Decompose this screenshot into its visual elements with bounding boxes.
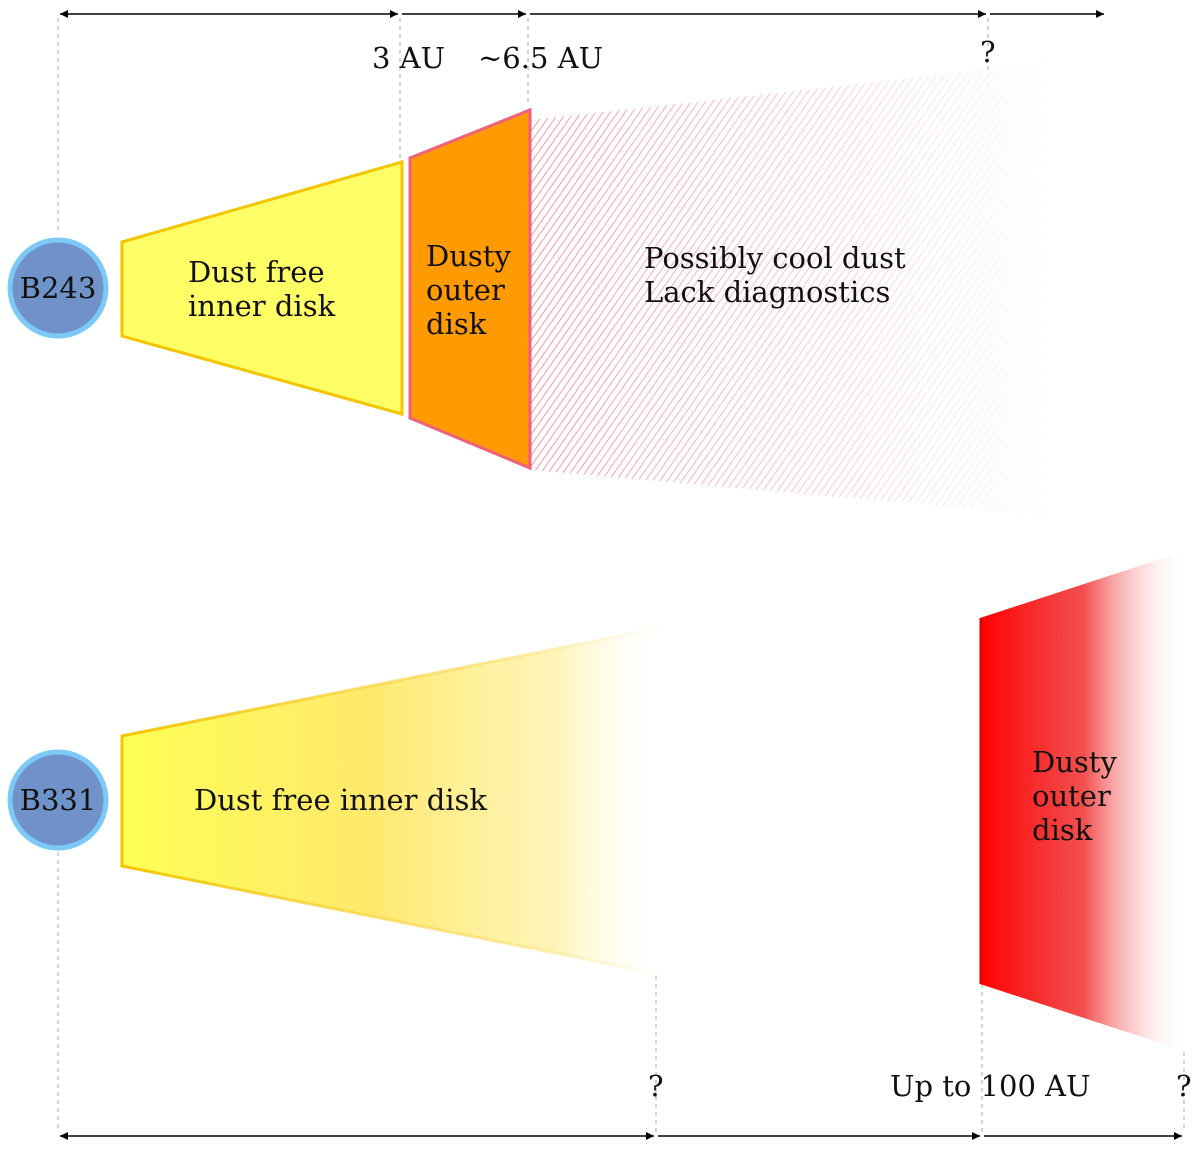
b243-inner-disk-label-line-2: inner disk xyxy=(188,289,336,323)
b243-cool-dust-region xyxy=(530,62,1060,516)
b331-outer-disk-label: Dusty outer disk xyxy=(1032,745,1126,847)
b243-outer-disk-label-line-2: outer xyxy=(426,273,505,307)
b243-inner-disk-label: Dust free inner disk xyxy=(188,255,336,323)
label-100au: Up to 100 AU xyxy=(890,1069,1091,1103)
b243-inner-disk-label-line-1: Dust free xyxy=(188,255,325,289)
label-6_5au: ~6.5 AU xyxy=(478,41,603,75)
b331-star xyxy=(7,749,109,851)
b331-inner-disk-label: Dust free inner disk xyxy=(194,783,487,817)
b331-outer-disk-label-line-1: Dusty xyxy=(1032,745,1117,779)
label-3au: 3 AU xyxy=(372,41,445,75)
b243-cool-dust-label-line-2: Lack diagnostics xyxy=(644,275,890,309)
b331-outer-disk-label-line-3: disk xyxy=(1032,813,1093,847)
b243-star xyxy=(7,237,109,339)
b331-star-label: B331 xyxy=(20,783,97,817)
b243-cool-dust-label-line-1: Possibly cool dust xyxy=(644,241,906,275)
b243-outer-disk-label-line-3: disk xyxy=(426,307,487,341)
label-top-unknown: ? xyxy=(980,35,996,69)
b243-system: B243 Dust free inner disk Dusty outer di… xyxy=(7,62,1060,516)
label-bottom-unknown-1: ? xyxy=(648,1069,664,1103)
b243-star-label: B243 xyxy=(20,271,97,305)
b243-cool-dust-label: Possibly cool dust Lack diagnostics xyxy=(644,241,915,309)
b243-outer-disk xyxy=(408,107,532,471)
b331-outer-disk xyxy=(980,550,1188,1052)
b331-system: B331 Dust free inner disk Dusty outer di… xyxy=(7,550,1188,1052)
b331-outer-disk-label-line-2: outer xyxy=(1032,779,1111,813)
label-bottom-unknown-2: ? xyxy=(1176,1069,1192,1103)
b243-outer-disk-label: Dusty outer disk xyxy=(426,239,520,341)
b243-inner-disk xyxy=(120,160,404,416)
b331-inner-disk xyxy=(120,624,670,978)
b243-outer-disk-label-line-1: Dusty xyxy=(426,239,511,273)
